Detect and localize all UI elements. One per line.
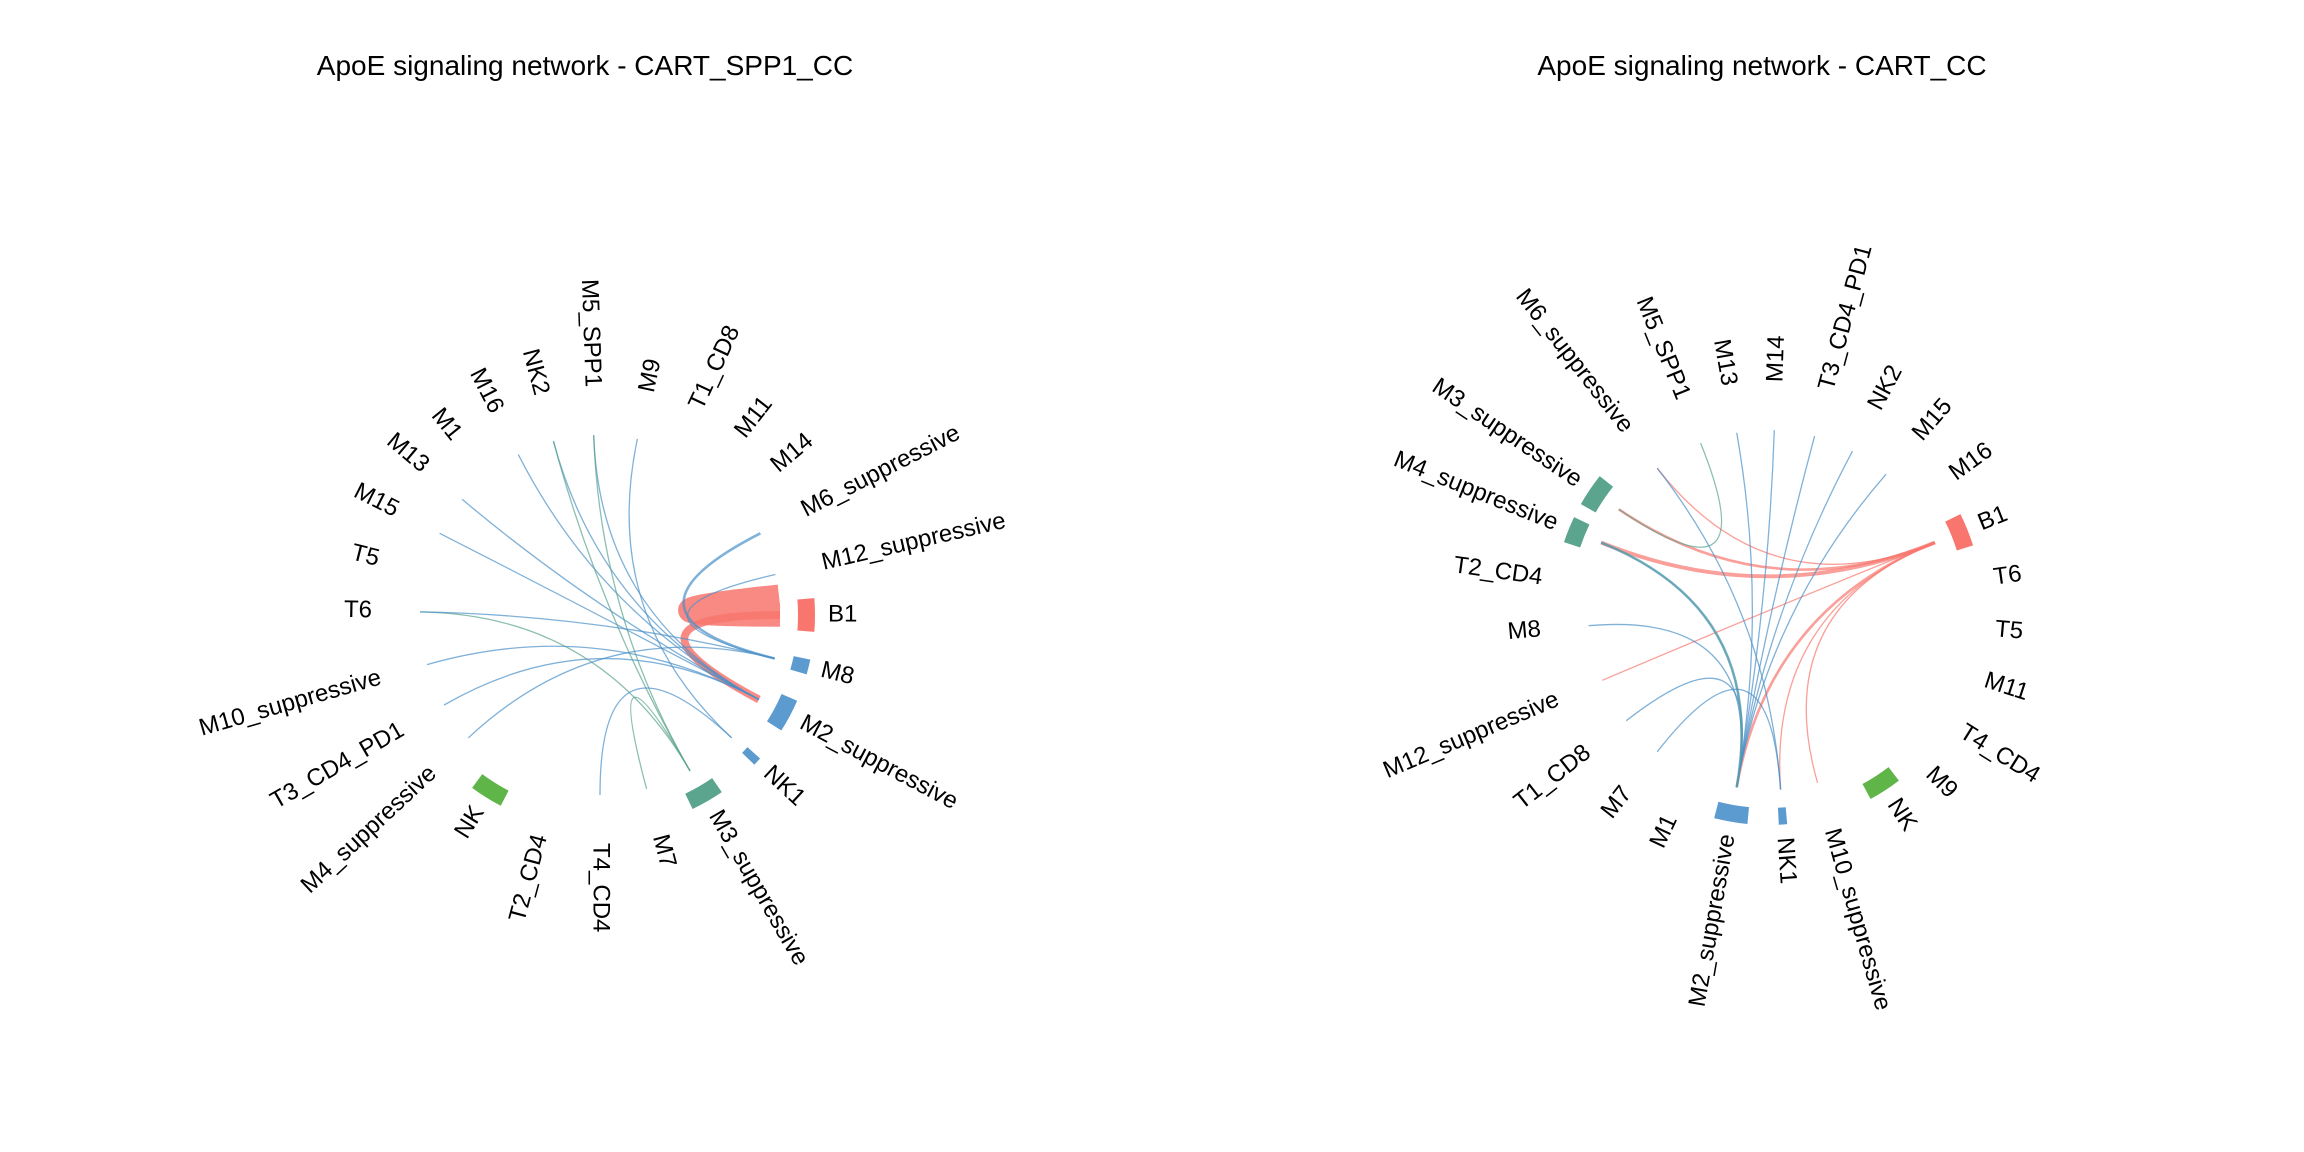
node-label-b1: B1 (1974, 500, 2011, 536)
chord-links (1588, 430, 1936, 790)
node-label-m1: M1 (1644, 810, 1683, 852)
node-sector-m3_suppressive (685, 778, 722, 810)
chord-link-m2_suppressive-to-m13 (461, 498, 760, 701)
node-label-m15: M15 (1907, 393, 1958, 446)
chord-link-m8-to-t6 (419, 611, 775, 660)
node-label-t5: T5 (1994, 615, 2024, 644)
node-label-m16: M16 (1944, 437, 1998, 486)
node-sector-m4_suppressive (1563, 517, 1590, 548)
node-sector-m3_suppressive (1580, 476, 1614, 513)
node-label-m12_suppressive: M12_suppressive (1379, 686, 1563, 784)
node-label-m16: M16 (464, 364, 509, 418)
node-label-m10_suppressive: M10_suppressive (1819, 825, 1897, 1013)
node-sector-nk1 (742, 747, 761, 765)
node-label-m5_spp1: M5_SPP1 (576, 279, 607, 388)
node-sector-nk1 (1777, 807, 1788, 825)
node-label-m5_spp1: M5_SPP1 (1631, 293, 1697, 403)
node-label-m6_suppressive: M6_suppressive (1510, 284, 1639, 438)
chord-link-m2_suppressive-to-nk2 (552, 440, 760, 701)
node-label-m13: M13 (382, 427, 435, 478)
chord-link-m2_suppressive-to-m8 (1588, 623, 1742, 788)
node-label-m1: M1 (426, 403, 468, 446)
node-label-t4_cd4: T4_CD4 (1955, 718, 2045, 788)
node-label-m11: M11 (1981, 667, 2032, 707)
node-label-t4_cd4: T4_CD4 (588, 843, 615, 932)
chord-link-m2_suppressive-to-m15 (439, 532, 760, 701)
chord-link-nk1-to-m6_suppressive (1656, 467, 1782, 790)
node-label-m8: M8 (1506, 615, 1542, 645)
chord-link-nk1-to-t4_cd4 (599, 687, 733, 796)
chord-link-m3_suppressive-to-t6 (419, 611, 691, 772)
node-label-m2_suppressive: M2_suppressive (1684, 832, 1741, 1009)
node-label-m9: M9 (633, 356, 666, 394)
chord-link-m8-to-m12_suppressive (687, 573, 776, 660)
node-label-m14: M14 (1761, 335, 1790, 383)
node-sector-m8 (790, 656, 811, 675)
chord-panel-cart-spp1-cc: ApoE signaling network - CART_SPP1_CC B1… (196, 50, 1008, 970)
node-label-nk1: NK1 (758, 760, 811, 812)
node-label-m14: M14 (765, 427, 818, 478)
chord-link-nk1-to-m7 (1656, 688, 1782, 790)
node-label-m6_suppressive: M6_suppressive (796, 419, 964, 522)
chord-link-b1-to-nk1 (1779, 541, 1936, 790)
node-label-m7: M7 (647, 831, 682, 870)
node-label-t6: T6 (344, 596, 372, 623)
chord-link-m2_suppressive-to-m13 (1736, 432, 1753, 788)
chord-link-m4_suppressive-to-m2_suppressive (1600, 541, 1743, 788)
panel-title: ApoE signaling network - CART_CC (1537, 50, 1986, 81)
chord-link-b1-to-m12_suppressive (1602, 541, 1936, 681)
node-label-b1: B1 (828, 600, 857, 627)
node-label-nk2: NK2 (1862, 361, 1908, 415)
node-sector-nk (1862, 767, 1899, 799)
node-label-t2_cd4: T2_CD4 (1452, 551, 1544, 590)
chord-link-m2_suppressive-to-nk2 (1736, 450, 1854, 788)
node-label-m15: M15 (350, 477, 404, 522)
node-label-m7: M7 (1596, 781, 1638, 824)
chord-link-m3_suppressive-to-m5_spp1 (593, 435, 691, 772)
node-label-nk: NK (449, 801, 490, 844)
node-label-t5: T5 (349, 539, 383, 572)
node-label-nk: NK (1882, 793, 1923, 836)
node-label-m2_suppressive: M2_suppressive (796, 709, 963, 815)
node-label-m9: M9 (1920, 761, 1963, 804)
node-label-t2_cd4: T2_CD4 (504, 831, 553, 924)
chord-link-m3_suppressive-to-m7 (630, 696, 691, 790)
chord-link-b1-to-m10_suppressive (1805, 541, 1936, 784)
node-label-t6: T6 (1992, 560, 2024, 591)
chord-link-nk1-to-m9 (628, 438, 733, 739)
chord-link-b1-to-m6_suppressive (1656, 467, 1936, 565)
node-sector-b1 (797, 598, 815, 632)
node-label-nk1: NK1 (1772, 836, 1802, 884)
chord-link-m8-to-m4_suppressive (467, 646, 775, 739)
node-label-m12_suppressive: M12_suppressive (819, 507, 1008, 576)
chord-link-m3_suppressive-to-nk2 (552, 440, 691, 772)
chord-link-b1-to-m2_suppressive (1735, 541, 1936, 788)
chord-link-m2_suppressive-to-m5_spp1 (593, 435, 760, 701)
node-label-m3_suppressive: M3_suppressive (703, 805, 814, 970)
panel-title: ApoE signaling network - CART_SPP1_CC (317, 50, 853, 81)
chord-links (419, 435, 781, 796)
node-sector-m2_suppressive (1714, 801, 1750, 825)
node-label-m11: M11 (729, 391, 778, 443)
chord-panel-cart-cc: ApoE signaling network - CART_CC B1 T6 T5 M… (1379, 50, 2045, 1013)
chord-link-m2_suppressive-to-t3_cd4_pd1 (1736, 435, 1816, 788)
node-label-t3_cd4_pd1: T3_CD4_PD1 (1813, 242, 1878, 393)
chord-link-m3_suppressive-to-m5_spp1 (1618, 442, 1723, 548)
chord-link-m2_suppressive-to-t1_cd8 (1625, 677, 1744, 788)
node-label-m10_suppressive: M10_suppressive (196, 664, 384, 742)
node-sector-nk (472, 774, 509, 806)
node-sector-m2_suppressive (766, 693, 798, 731)
node-sector-b1 (1945, 514, 1974, 551)
node-sectors (472, 598, 815, 810)
node-label-t1_cd8: T1_CD8 (683, 321, 745, 413)
chord-link-m2_suppressive-to-t3_cd4_pd1 (443, 657, 760, 706)
node-label-t1_cd8: T1_CD8 (1509, 739, 1596, 815)
node-label-m13: M13 (1708, 337, 1743, 388)
node-sectors (1563, 476, 1974, 825)
node-label-nk2: NK2 (517, 346, 555, 398)
chord-link-m2_suppressive-to-m15 (1736, 473, 1887, 788)
node-label-m8: M8 (818, 656, 857, 690)
